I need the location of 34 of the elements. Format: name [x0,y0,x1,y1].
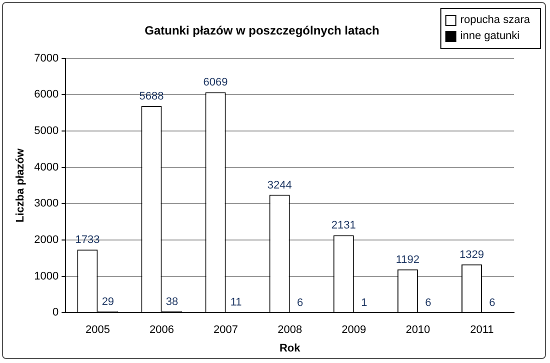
data-label: 3244 [267,179,292,192]
chart-title: Gatunki płazów w poszczególnych latach [144,24,380,38]
data-label: 1329 [459,248,484,261]
y-tick-label: 7000 [34,52,59,64]
data-label: 1 [361,297,368,310]
x-tick-label: 2007 [214,324,238,336]
data-label: 29 [102,296,114,308]
legend-label: inne gatunki [460,30,520,42]
data-label: 38 [166,296,178,308]
x-tick-label: 2010 [406,324,430,336]
x-tick-label: 2006 [150,324,174,336]
y-tick-label: 1000 [34,270,59,282]
data-label: 6 [425,296,432,309]
data-label: 6 [489,296,496,309]
data-label: 1192 [396,254,420,266]
data-label: 5688 [139,90,164,103]
y-axis-title: Liczba płazów [14,148,27,222]
y-tick-label: 5000 [34,125,59,138]
legend-label: ropucha szara [460,14,531,26]
x-tick-label: 2005 [85,324,110,336]
y-tick-label: 3000 [34,198,59,210]
x-tick-label: 2011 [470,324,494,336]
y-tick-label: 0 [52,306,59,319]
data-label: 11 [230,296,242,309]
y-tick-label: 4000 [34,161,59,174]
data-label: 2131 [331,220,356,232]
y-tick-label: 2000 [34,234,59,246]
x-tick-label: 2008 [278,324,302,336]
y-tick-label: 6000 [34,88,59,101]
data-label: 6069 [203,76,228,89]
x-tick-label: 2009 [342,324,366,336]
x-axis-title: Rok [279,342,302,354]
data-label: 1733 [75,234,100,246]
data-label: 6 [297,296,304,309]
